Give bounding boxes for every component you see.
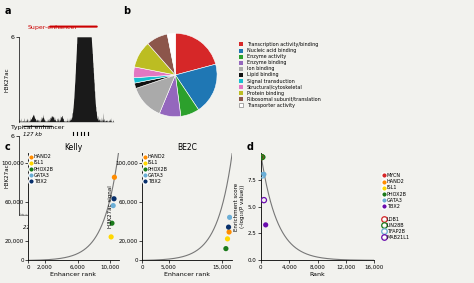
Text: b: b [123,6,130,16]
Wedge shape [175,64,217,110]
X-axis label: Rank: Rank [310,272,326,277]
Legend: HAND2, ISL1, PHOX2B, GATA3, TBX2: HAND2, ISL1, PHOX2B, GATA3, TBX2 [29,154,55,185]
Point [259,155,267,159]
Point [224,237,231,241]
Point [225,225,232,230]
Legend: MYCN, HAND2, ISL1, PHOX2B, GATA3, TBX2, , LDB1, LIN28B, TFAP2B, MAB21L1: MYCN, HAND2, ISL1, PHOX2B, GATA3, TBX2, … [383,173,410,241]
Text: 228 kb: 228 kb [23,225,42,230]
Title: BE2C: BE2C [177,143,197,152]
Wedge shape [175,75,199,116]
Point [108,221,116,226]
Text: Typical enhancer: Typical enhancer [11,125,64,130]
X-axis label: Enhancer rank: Enhancer rank [50,272,97,277]
Point [258,155,265,159]
Wedge shape [134,75,175,83]
Point [259,155,266,159]
Wedge shape [134,67,175,78]
Legend: HAND2, ISL1, PHOX2B, GATA3, TBX2: HAND2, ISL1, PHOX2B, GATA3, TBX2 [143,154,168,185]
Point [257,155,265,159]
Point [262,223,269,227]
Point [259,173,266,178]
Point [260,198,268,202]
Legend: Transcription activity/binding, Nucleic acid binding, Enzyme activity, Enzyme bi: Transcription activity/binding, Nucleic … [238,42,321,108]
Point [222,246,230,251]
Point [225,230,233,234]
Wedge shape [135,75,175,88]
Text: d: d [246,142,254,151]
Wedge shape [148,34,175,75]
Point [110,175,118,179]
Point [226,215,233,220]
Y-axis label: H3K27ac: H3K27ac [5,67,9,92]
Title: Kelly: Kelly [64,143,82,152]
Y-axis label: Enrichment score
(-log₁₀(P value)): Enrichment score (-log₁₀(P value)) [234,183,245,231]
Text: 127 kb: 127 kb [23,132,42,137]
Point [258,155,265,159]
Text: a: a [5,6,11,16]
Wedge shape [135,44,175,75]
Point [110,196,118,201]
Y-axis label: H3K27ac: H3K27ac [5,163,9,188]
Y-axis label: H3K27ac signal: H3K27ac signal [108,185,112,228]
Wedge shape [175,33,216,75]
Text: RAD23B: RAD23B [84,241,109,246]
Text: Super-enhancer: Super-enhancer [27,25,77,30]
Point [257,155,265,159]
Wedge shape [159,75,181,117]
Point [260,172,268,177]
Wedge shape [167,33,175,75]
Point [107,235,115,239]
Text: GATA3: GATA3 [83,150,103,155]
Point [109,203,117,208]
Text: c: c [5,142,10,151]
X-axis label: Enhancer rank: Enhancer rank [164,272,210,277]
Wedge shape [136,75,175,113]
